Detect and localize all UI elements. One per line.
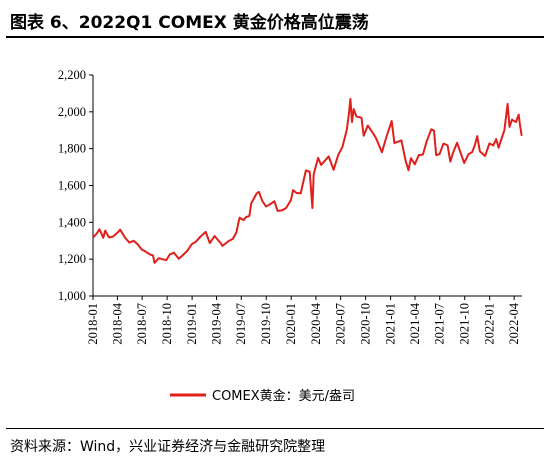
- x-tick-label: 2019-10: [259, 303, 273, 345]
- chart-title: 图表 6、2022Q1 COMEX 黄金价格高位震荡: [10, 13, 369, 33]
- x-tick-label: 2021-10: [458, 303, 472, 345]
- source-note: 资料来源：Wind，兴业证券经济与金融研究院整理: [10, 439, 326, 455]
- y-tick-label: 1,400: [58, 215, 86, 229]
- y-axis: 1,000 1,200 1,400 1,600 1,800 2,000 2,200: [58, 68, 94, 303]
- y-tick-label: 1,800: [58, 142, 86, 156]
- y-tick-label: 1,000: [58, 289, 86, 303]
- x-axis: 2018-01 2018-04 2018-07 2018-10 2019-01 2019-…: [86, 295, 522, 345]
- y-tick-label: 1,200: [58, 252, 86, 266]
- footer-rule: [6, 428, 544, 429]
- x-tick-label: 2018-04: [110, 302, 124, 344]
- y-tick-label: 2,000: [58, 105, 86, 119]
- x-tick-label: 2019-04: [210, 302, 224, 344]
- x-tick-label: 2020-07: [334, 303, 348, 345]
- x-tick-label: 2021-04: [408, 302, 422, 344]
- x-tick-label: 2020-10: [359, 303, 373, 345]
- series-layer: [92, 97, 523, 264]
- y-tick-label: 1,600: [58, 179, 86, 193]
- x-tick-label: 2018-10: [160, 303, 174, 345]
- x-tick-label: 2021-07: [433, 303, 447, 345]
- x-tick-label: 2021-01: [384, 303, 398, 345]
- x-tick-label: 2019-01: [185, 303, 199, 345]
- y-tick-label: 2,200: [58, 68, 86, 82]
- x-tick-label: 2022-04: [507, 302, 521, 344]
- x-tick-label: 2019-07: [234, 303, 248, 345]
- x-tick-label: 2022-01: [483, 303, 497, 345]
- legend: COMEX黄金：美元/盎司: [170, 388, 355, 404]
- series-line-comex-gold: [92, 97, 523, 264]
- x-tick-label: 2018-01: [86, 303, 100, 345]
- title-rule: [6, 36, 544, 38]
- x-tick-label: 2020-04: [309, 302, 323, 344]
- legend-label: COMEX黄金：美元/盎司: [212, 388, 355, 404]
- x-tick-label: 2018-07: [135, 303, 149, 345]
- x-tick-label: 2020-01: [284, 303, 298, 345]
